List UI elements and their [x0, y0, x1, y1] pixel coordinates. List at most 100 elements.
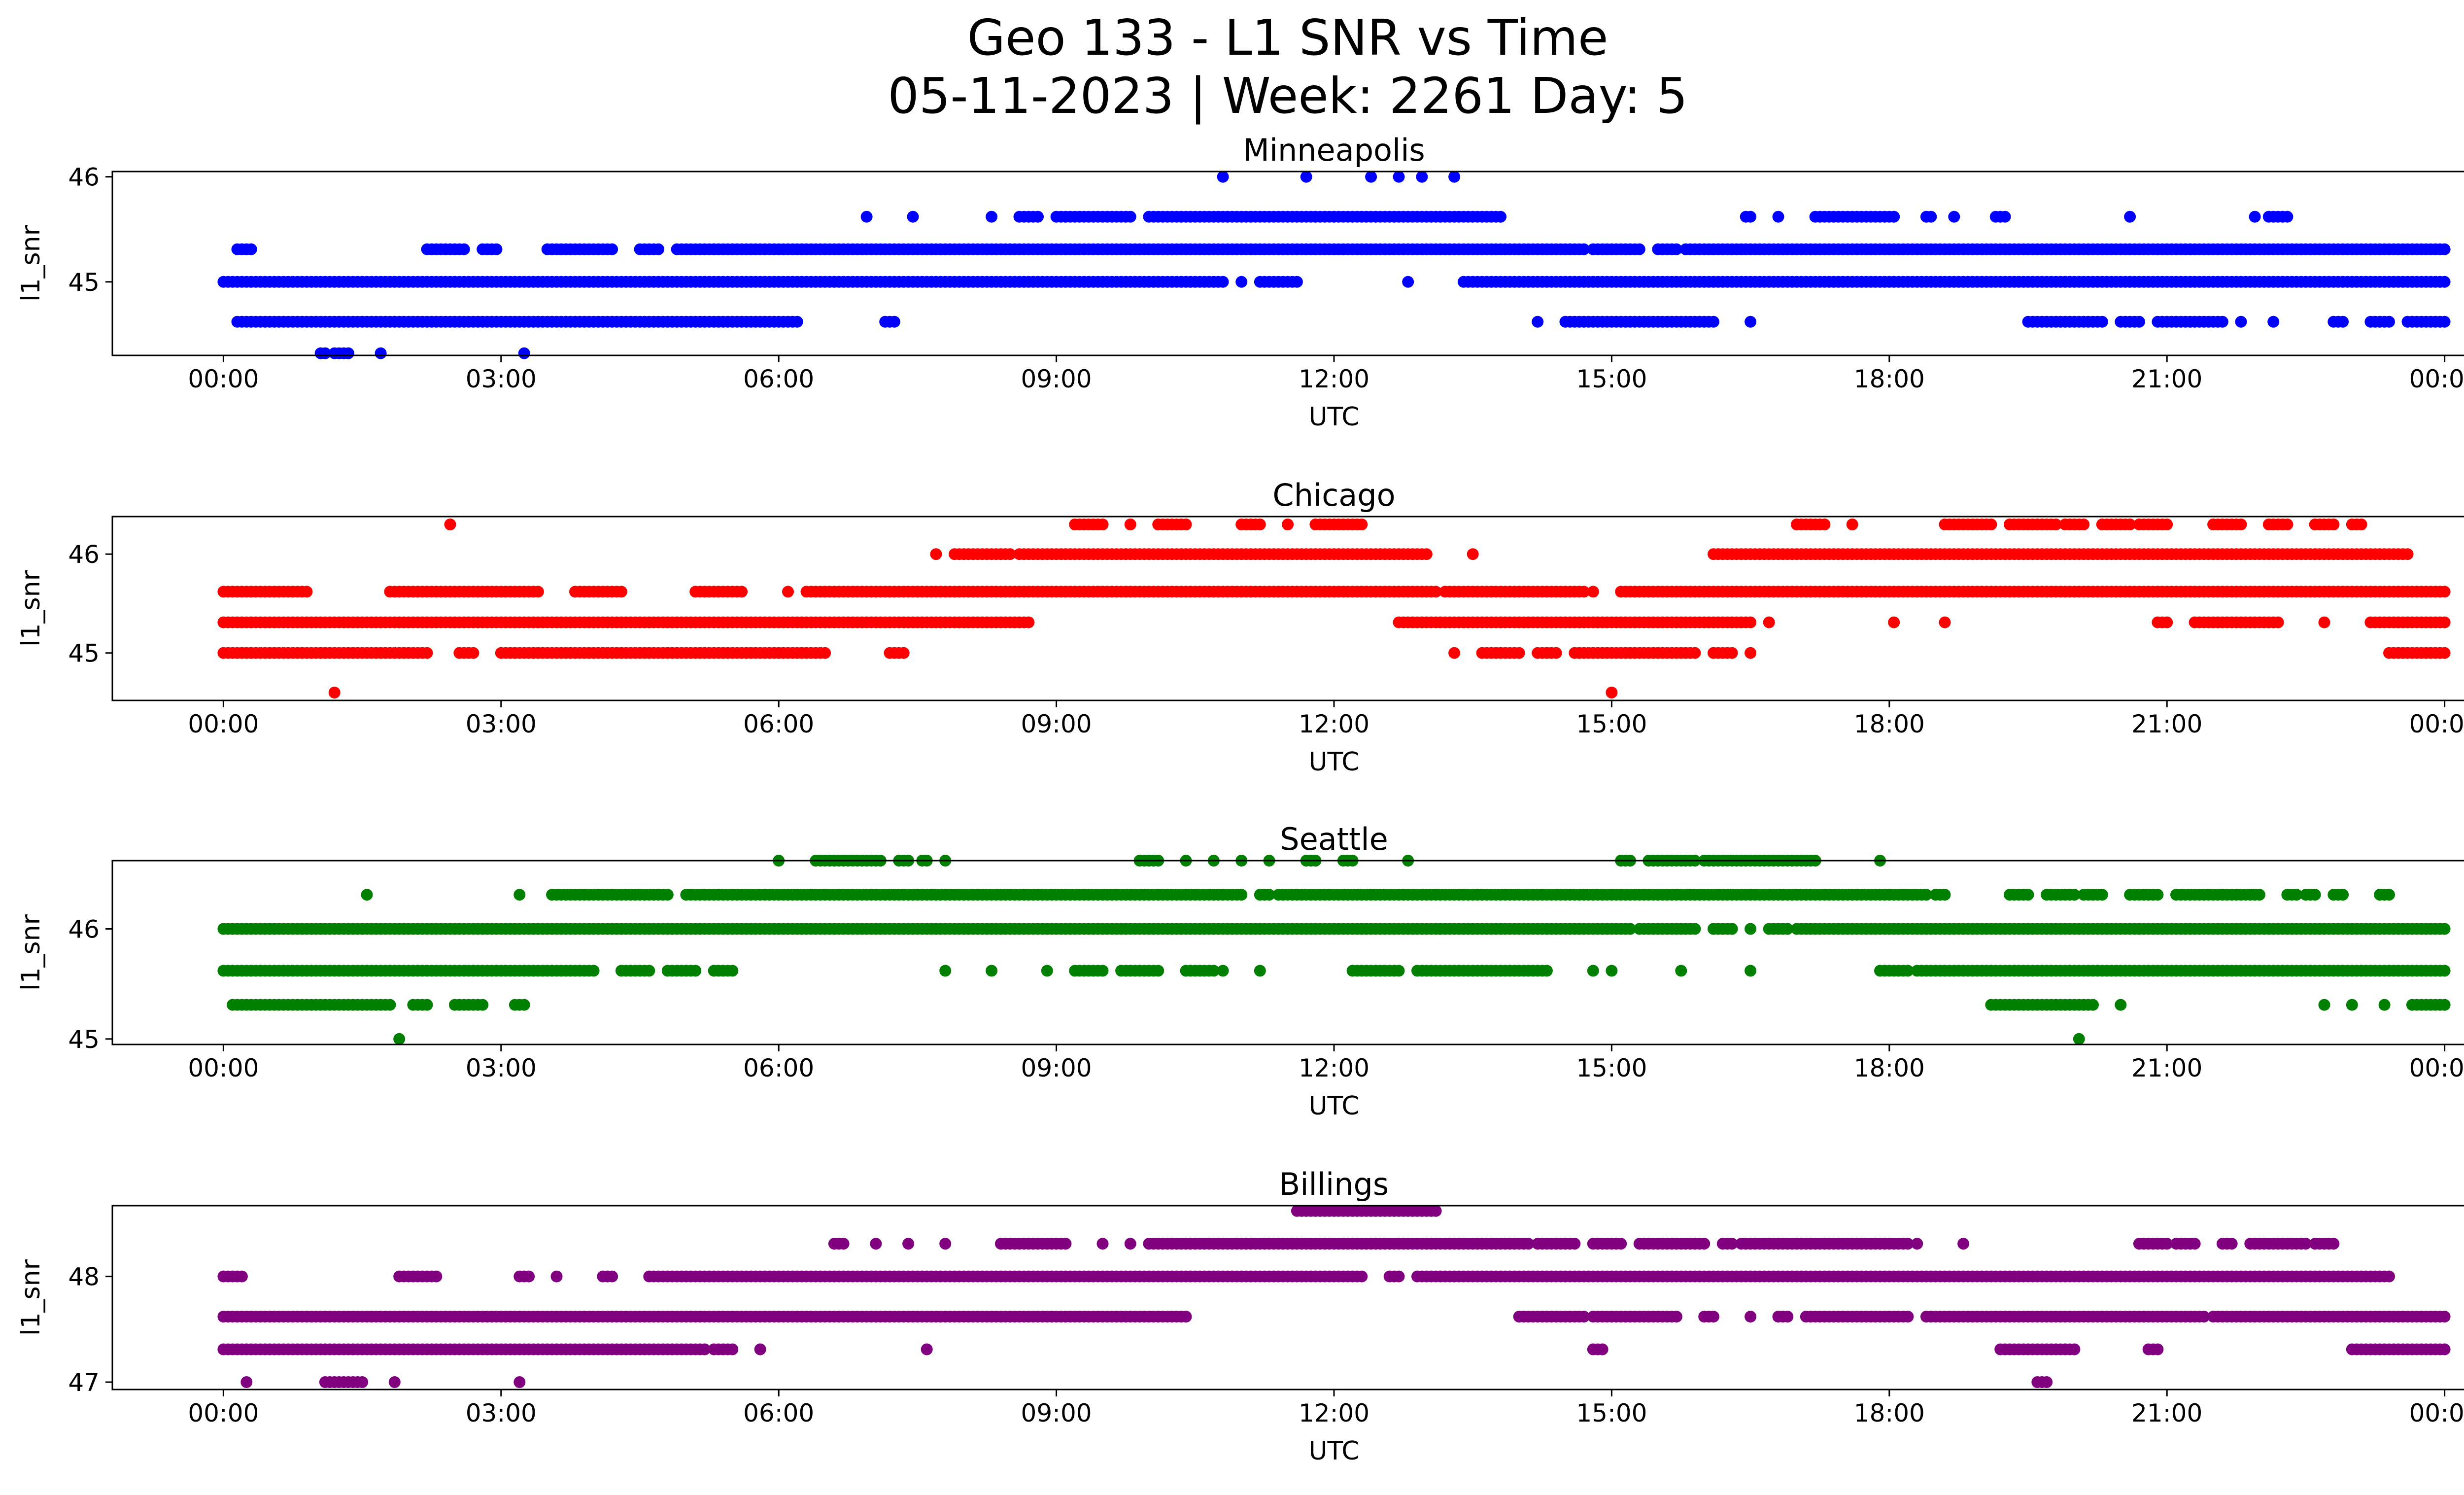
data-point	[1060, 1238, 1072, 1250]
x-tick-label: 21:00	[2131, 710, 2202, 738]
x-tick-label: 06:00	[743, 1054, 814, 1082]
data-point	[1606, 965, 1618, 977]
y-tick-label: 45	[68, 268, 100, 297]
data-point	[384, 999, 396, 1011]
x-tick-label: 09:00	[1021, 1054, 1092, 1082]
data-point	[615, 586, 627, 598]
data-point	[1726, 647, 1738, 659]
data-point	[1096, 519, 1109, 530]
data-point	[1365, 171, 1377, 183]
data-point	[2235, 315, 2247, 328]
data-point	[1004, 548, 1016, 560]
data-point	[1999, 210, 2011, 223]
data-point	[467, 647, 479, 659]
data-point	[2152, 889, 2164, 901]
data-point	[726, 1343, 739, 1356]
data-point	[1217, 276, 1229, 288]
data-point	[1745, 616, 1757, 628]
data-point	[791, 315, 803, 328]
y-tick-label: 46	[68, 540, 100, 569]
data-point	[1911, 1238, 1923, 1250]
data-point	[1448, 171, 1461, 183]
data-point	[2115, 999, 2127, 1011]
data-point	[2152, 1343, 2164, 1356]
data-point	[1726, 923, 1738, 935]
data-point	[356, 1376, 369, 1388]
data-point	[1217, 965, 1229, 977]
x-tick-label: 00:00	[188, 1054, 259, 1082]
data-point	[1745, 965, 1757, 977]
data-point	[361, 889, 373, 901]
data-point	[2337, 889, 2349, 901]
data-point	[1540, 965, 1553, 977]
data-point	[2337, 315, 2349, 328]
x-tick-label: 18:00	[1854, 710, 1925, 738]
data-point	[421, 999, 433, 1011]
x-tick-label: 03:00	[466, 710, 537, 738]
data-points	[217, 171, 2451, 359]
data-point	[1578, 586, 1590, 598]
data-point	[2254, 889, 2265, 901]
panel-title: Billings	[1279, 1166, 1389, 1202]
data-point	[2087, 999, 2099, 1011]
data-point	[1467, 548, 1479, 560]
data-point	[2096, 889, 2108, 901]
data-point	[1254, 965, 1266, 977]
data-point	[1356, 1270, 1368, 1283]
data-point	[1939, 889, 1951, 901]
data-point	[2318, 999, 2330, 1011]
data-point	[2161, 616, 2173, 628]
data-point	[2272, 616, 2284, 628]
data-point	[902, 1238, 915, 1250]
data-point	[1633, 243, 1645, 255]
data-point	[606, 1270, 618, 1283]
x-tick-label: 21:00	[2131, 1054, 2202, 1082]
data-point	[2346, 999, 2358, 1011]
data-point	[513, 1376, 526, 1388]
data-point	[2438, 276, 2451, 288]
data-point	[2235, 519, 2247, 530]
data-point	[1745, 210, 1757, 223]
data-points	[217, 855, 2451, 1045]
data-point	[1957, 1238, 1970, 1250]
data-point	[1430, 586, 1442, 598]
y-axis-label: l1_snr	[16, 570, 46, 647]
data-point	[2383, 1270, 2395, 1283]
data-point	[2249, 210, 2261, 223]
data-point	[726, 965, 739, 977]
data-point	[1939, 616, 1951, 628]
data-point	[2073, 1033, 2085, 1045]
data-point	[1495, 210, 1506, 223]
x-tick-label: 15:00	[1576, 1054, 1647, 1082]
data-point	[1282, 519, 1294, 530]
x-tick-label: 12:00	[1299, 710, 1369, 738]
data-point	[2401, 548, 2414, 560]
data-point	[2383, 315, 2395, 328]
x-tick-label: 12:00	[1299, 1054, 1369, 1082]
data-point	[1708, 315, 1719, 328]
data-point	[2267, 315, 2280, 328]
data-point	[652, 243, 664, 255]
figure-title-line1: Geo 133 - L1 SNR vs Time	[967, 9, 1608, 67]
data-point	[2309, 889, 2321, 901]
x-tick-label: 00:00	[188, 710, 259, 738]
data-point	[1393, 1270, 1405, 1283]
x-tick-label: 00:00	[2409, 365, 2464, 393]
data-point	[2281, 519, 2293, 530]
data-point	[837, 1238, 850, 1250]
data-point	[513, 889, 526, 901]
data-point	[342, 347, 354, 359]
x-tick-label: 18:00	[1854, 365, 1925, 393]
figure-title: Geo 133 - L1 SNR vs Time 05-11-2023 | We…	[0, 9, 2464, 125]
data-point	[2281, 210, 2293, 223]
axes-frame	[111, 516, 2464, 701]
data-point	[518, 347, 530, 359]
data-point	[2133, 315, 2145, 328]
data-point	[736, 586, 748, 598]
data-point	[1587, 586, 1599, 598]
x-tick-label: 09:00	[1021, 710, 1092, 738]
data-point	[1416, 171, 1428, 183]
data-point	[1124, 1238, 1136, 1250]
